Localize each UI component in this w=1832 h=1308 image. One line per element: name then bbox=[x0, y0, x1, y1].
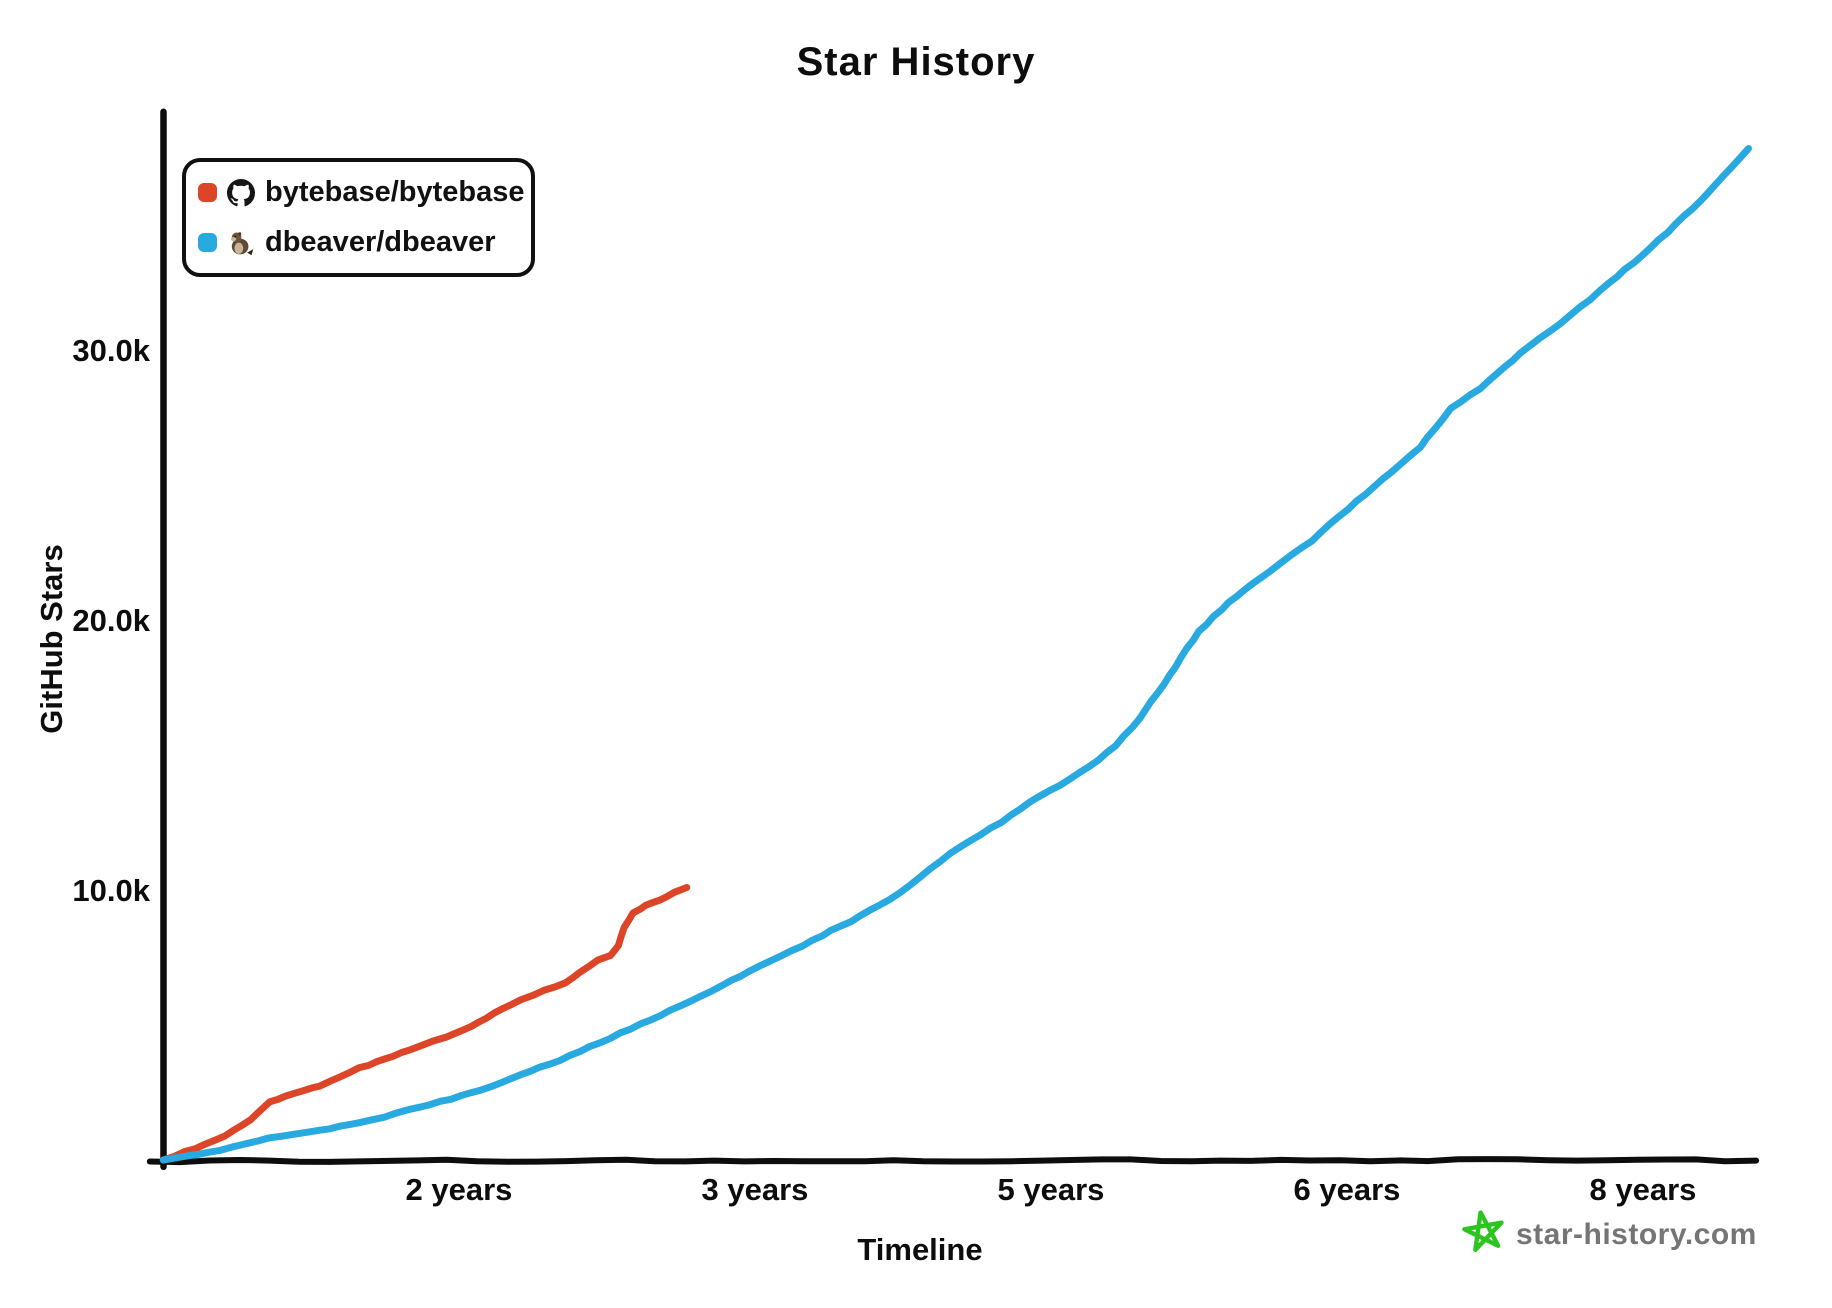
watermark-link[interactable]: star-history.com bbox=[1462, 1210, 1757, 1259]
github-invertocat-icon bbox=[227, 178, 255, 207]
series-line-dbeaver bbox=[159, 145, 1752, 1164]
legend-item-label: dbeaver/dbeaver bbox=[265, 226, 496, 258]
x-tick-label: 6 years bbox=[1293, 1172, 1401, 1207]
legend-item-label: bytebase/bytebase bbox=[265, 176, 525, 208]
y-axis-label: GitHub Stars bbox=[34, 544, 69, 734]
y-tick-label: 30.0k bbox=[72, 333, 150, 368]
y-tick-label: 10.0k bbox=[72, 873, 150, 908]
x-tick-label: 2 years bbox=[405, 1172, 513, 1207]
legend: bytebase/bytebase dbeaver/dbeaver bbox=[182, 158, 535, 277]
x-tick-label: 8 years bbox=[1589, 1172, 1697, 1207]
x-axis-label: Timeline bbox=[857, 1232, 983, 1267]
legend-color-swatch bbox=[198, 183, 217, 202]
page-title: Star History bbox=[796, 40, 1036, 84]
y-tick-label: 20.0k bbox=[72, 603, 150, 638]
legend-item-bytebase[interactable]: bytebase/bytebase bbox=[198, 170, 525, 216]
legend-color-swatch bbox=[198, 233, 217, 252]
star-logo-icon bbox=[1462, 1210, 1506, 1259]
x-axis-line bbox=[146, 1156, 1760, 1166]
legend-item-dbeaver[interactable]: dbeaver/dbeaver bbox=[198, 220, 519, 266]
series-line-bytebase bbox=[159, 884, 691, 1164]
x-tick-label: 3 years bbox=[701, 1172, 809, 1207]
beaver-icon bbox=[227, 229, 255, 257]
x-tick-label: 5 years bbox=[997, 1172, 1105, 1207]
watermark-text: star-history.com bbox=[1516, 1217, 1757, 1251]
